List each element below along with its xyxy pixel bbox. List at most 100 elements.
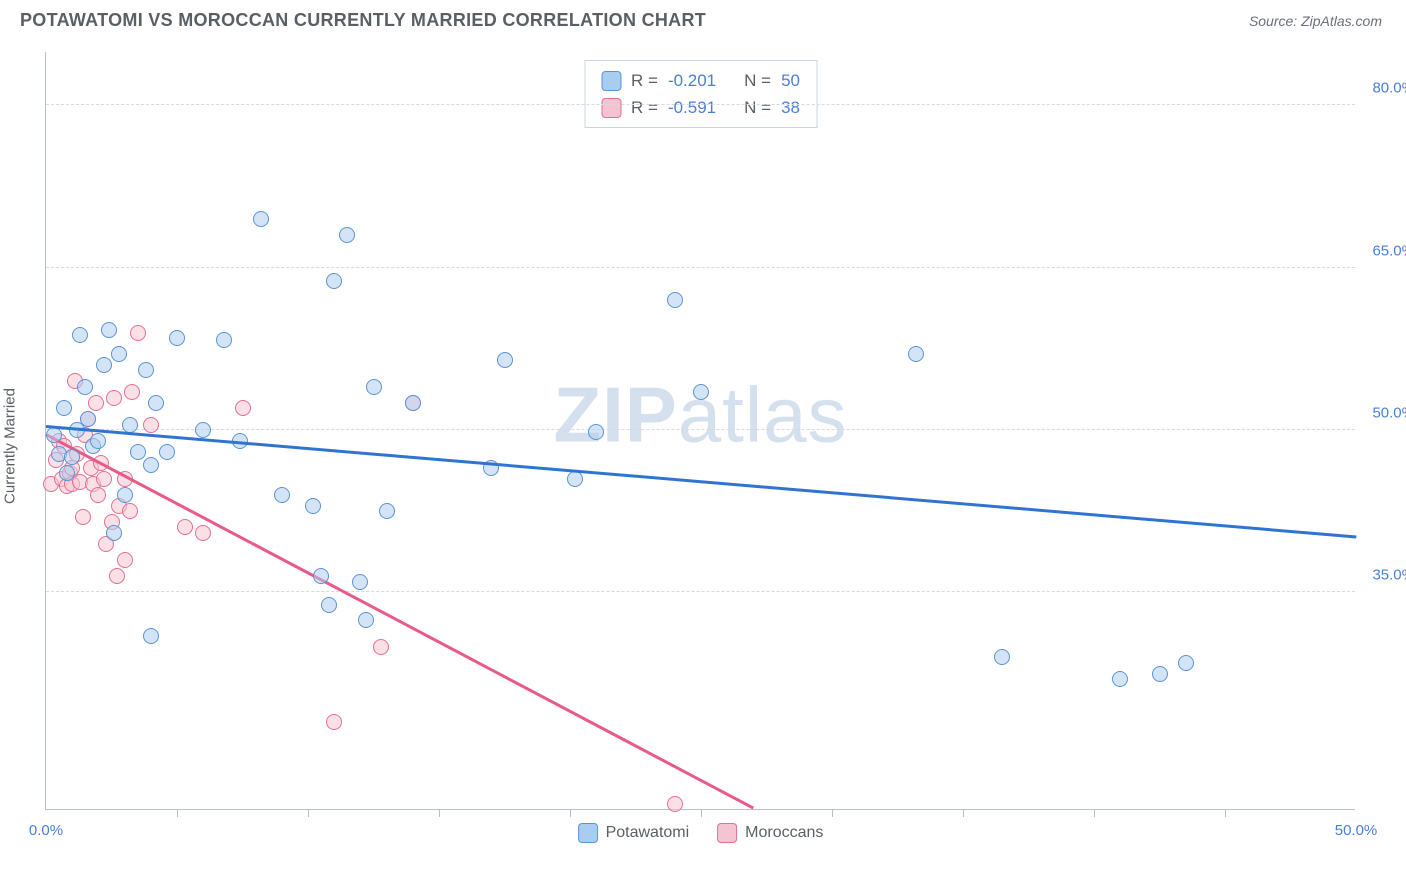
scatter-point <box>72 327 88 343</box>
gridline <box>46 591 1355 592</box>
scatter-point <box>693 384 709 400</box>
scatter-point <box>274 487 290 503</box>
scatter-point <box>305 498 321 514</box>
xtick-label: 50.0% <box>1335 822 1378 839</box>
scatter-point <box>908 346 924 362</box>
chart-title: POTAWATOMI VS MOROCCAN CURRENTLY MARRIED… <box>20 10 706 31</box>
scatter-point <box>90 487 106 503</box>
source-name: ZipAtlas.com <box>1301 13 1382 29</box>
chart-header: POTAWATOMI VS MOROCCAN CURRENTLY MARRIED… <box>0 0 1406 35</box>
gridline <box>46 104 1355 105</box>
swatch-blue <box>578 823 598 843</box>
scatter-point <box>667 292 683 308</box>
scatter-point <box>1178 655 1194 671</box>
xtick <box>1225 809 1226 817</box>
scatter-point <box>75 509 91 525</box>
watermark-bold: ZIP <box>553 371 677 459</box>
scatter-point <box>253 211 269 227</box>
legend-label: Moroccans <box>745 824 823 842</box>
scatter-point <box>106 525 122 541</box>
swatch-blue <box>601 71 621 91</box>
xtick-label: 0.0% <box>29 822 63 839</box>
series-legend: Potawatomi Moroccans <box>578 823 824 843</box>
source-prefix: Source: <box>1249 13 1301 29</box>
n-value: 50 <box>781 67 800 94</box>
scatter-point <box>117 487 133 503</box>
scatter-point <box>339 227 355 243</box>
stats-row: R = -0.591 N = 38 <box>601 94 800 121</box>
scatter-point <box>111 346 127 362</box>
gridline <box>46 429 1355 430</box>
scatter-point <box>143 457 159 473</box>
source-attribution: Source: ZipAtlas.com <box>1249 13 1382 29</box>
scatter-point <box>366 379 382 395</box>
scatter-point <box>101 322 117 338</box>
r-label: R = <box>631 67 658 94</box>
scatter-point <box>195 422 211 438</box>
scatter-point <box>326 273 342 289</box>
scatter-point <box>667 796 683 812</box>
r-value: -0.201 <box>668 67 716 94</box>
ytick-label: 65.0% <box>1360 242 1406 259</box>
scatter-point <box>994 649 1010 665</box>
scatter-point <box>169 330 185 346</box>
scatter-point <box>326 714 342 730</box>
r-label: R = <box>631 94 658 121</box>
scatter-point <box>159 444 175 460</box>
xtick <box>832 809 833 817</box>
scatter-point <box>588 424 604 440</box>
scatter-point <box>143 628 159 644</box>
scatter-point <box>90 433 106 449</box>
scatter-point <box>1152 666 1168 682</box>
scatter-point <box>122 417 138 433</box>
trend-line <box>46 425 1356 538</box>
scatter-point <box>321 597 337 613</box>
scatter-point <box>313 568 329 584</box>
scatter-point <box>124 384 140 400</box>
xtick <box>308 809 309 817</box>
scatter-point <box>80 411 96 427</box>
scatter-point <box>46 427 62 443</box>
scatter-point <box>138 362 154 378</box>
xtick <box>701 809 702 817</box>
legend-item: Potawatomi <box>578 823 690 843</box>
swatch-pink <box>717 823 737 843</box>
swatch-pink <box>601 98 621 118</box>
scatter-point <box>177 519 193 535</box>
xtick <box>963 809 964 817</box>
scatter-chart: ZIPatlas R = -0.201 N = 50 R = -0.591 N … <box>45 52 1355 810</box>
scatter-point <box>235 400 251 416</box>
scatter-point <box>195 525 211 541</box>
xtick <box>1094 809 1095 817</box>
scatter-point <box>373 639 389 655</box>
legend-label: Potawatomi <box>606 824 690 842</box>
scatter-point <box>130 444 146 460</box>
gridline <box>46 267 1355 268</box>
scatter-point <box>216 332 232 348</box>
scatter-point <box>567 471 583 487</box>
scatter-point <box>59 465 75 481</box>
ytick-label: 80.0% <box>1360 80 1406 97</box>
ytick-label: 50.0% <box>1360 405 1406 422</box>
scatter-point <box>56 400 72 416</box>
y-axis-label: Currently Married <box>2 388 19 504</box>
scatter-point <box>96 471 112 487</box>
stats-row: R = -0.201 N = 50 <box>601 67 800 94</box>
correlation-stats-box: R = -0.201 N = 50 R = -0.591 N = 38 <box>584 60 817 128</box>
scatter-point <box>96 357 112 373</box>
scatter-point <box>148 395 164 411</box>
n-label: N = <box>744 94 771 121</box>
scatter-point <box>106 390 122 406</box>
scatter-point <box>64 449 80 465</box>
scatter-point <box>109 568 125 584</box>
legend-item: Moroccans <box>717 823 823 843</box>
scatter-point <box>1112 671 1128 687</box>
xtick <box>439 809 440 817</box>
scatter-point <box>117 552 133 568</box>
scatter-point <box>358 612 374 628</box>
n-label: N = <box>744 67 771 94</box>
scatter-point <box>88 395 104 411</box>
scatter-point <box>143 417 159 433</box>
ytick-label: 35.0% <box>1360 567 1406 584</box>
n-value: 38 <box>781 94 800 121</box>
